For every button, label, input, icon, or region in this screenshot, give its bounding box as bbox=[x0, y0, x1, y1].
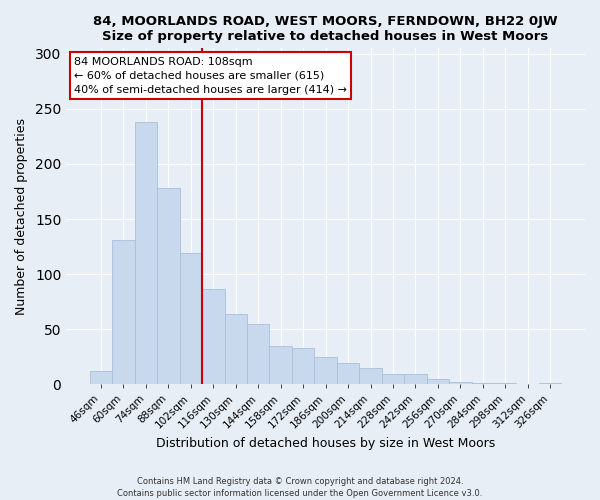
Title: 84, MOORLANDS ROAD, WEST MOORS, FERNDOWN, BH22 0JW
Size of property relative to : 84, MOORLANDS ROAD, WEST MOORS, FERNDOWN… bbox=[93, 15, 558, 43]
X-axis label: Distribution of detached houses by size in West Moors: Distribution of detached houses by size … bbox=[156, 437, 495, 450]
Bar bbox=[382, 374, 404, 384]
Bar bbox=[359, 368, 382, 384]
Bar bbox=[247, 324, 269, 384]
Bar bbox=[427, 378, 449, 384]
Bar bbox=[337, 363, 359, 384]
Bar bbox=[134, 122, 157, 384]
Text: 84 MOORLANDS ROAD: 108sqm
← 60% of detached houses are smaller (615)
40% of semi: 84 MOORLANDS ROAD: 108sqm ← 60% of detac… bbox=[74, 56, 347, 94]
Bar bbox=[292, 348, 314, 384]
Bar bbox=[179, 253, 202, 384]
Bar bbox=[472, 383, 494, 384]
Bar bbox=[494, 383, 517, 384]
Text: Contains HM Land Registry data © Crown copyright and database right 2024.
Contai: Contains HM Land Registry data © Crown c… bbox=[118, 476, 482, 498]
Bar bbox=[90, 371, 112, 384]
Bar bbox=[224, 314, 247, 384]
Y-axis label: Number of detached properties: Number of detached properties bbox=[15, 118, 28, 315]
Bar bbox=[449, 382, 472, 384]
Bar bbox=[157, 188, 179, 384]
Bar bbox=[314, 356, 337, 384]
Bar bbox=[202, 290, 224, 384]
Bar bbox=[404, 374, 427, 384]
Bar bbox=[539, 383, 562, 384]
Bar bbox=[269, 346, 292, 384]
Bar bbox=[112, 240, 134, 384]
